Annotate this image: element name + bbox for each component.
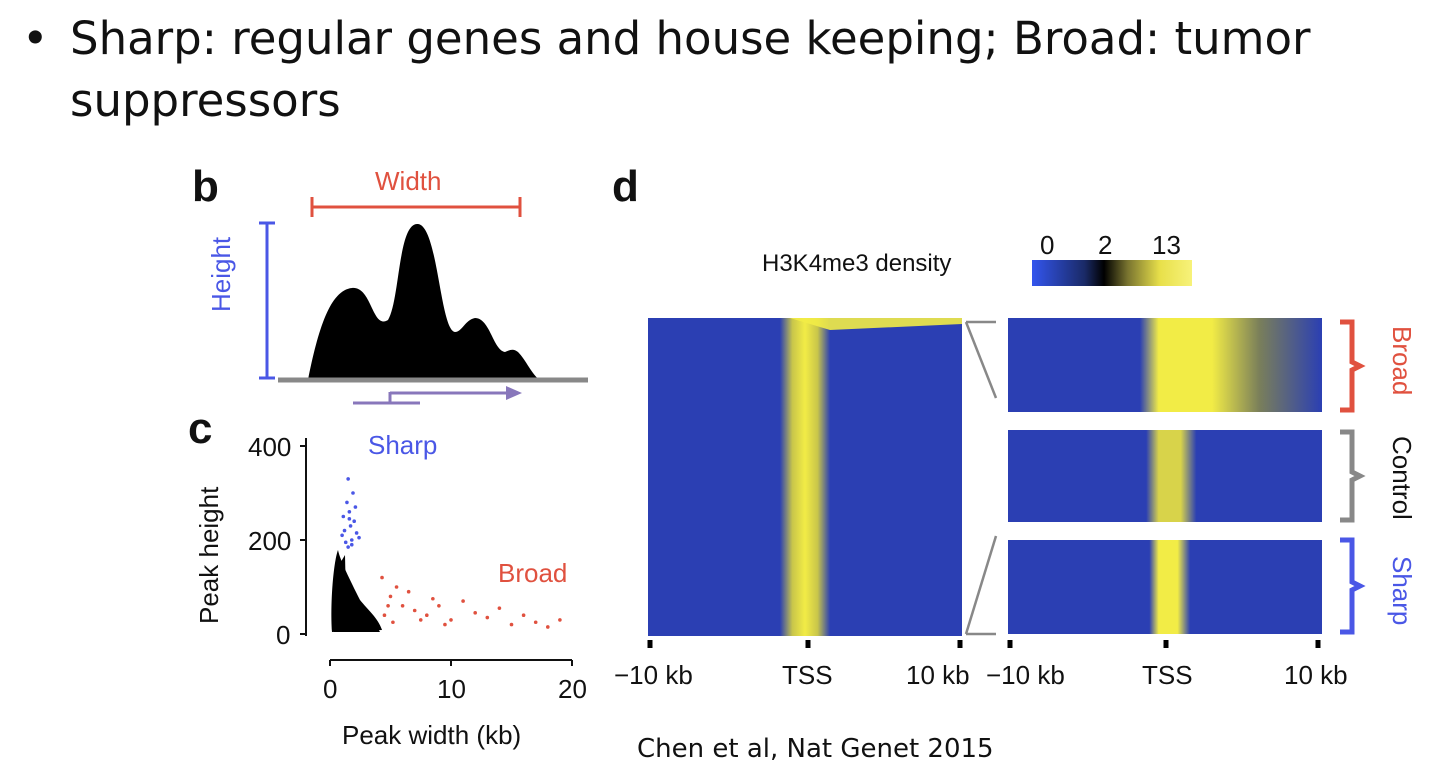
panel-c-letter: c <box>188 404 213 453</box>
scatter-points <box>340 477 562 629</box>
group-label-sharp: Sharp <box>1387 556 1417 626</box>
scatter-point-broad <box>509 622 514 627</box>
peak-shape <box>308 223 540 380</box>
y-tick-400: 400 <box>248 432 292 462</box>
broad-label: Broad <box>498 558 568 588</box>
scatter-point-broad <box>394 585 399 589</box>
scatter-point-broad <box>400 604 405 608</box>
scatter-point-sharp <box>353 505 358 509</box>
scatter-point-broad <box>461 599 465 603</box>
scatter-point-broad <box>546 625 550 629</box>
heatmap-broad <box>1008 318 1322 412</box>
scatter-point-broad <box>382 613 387 617</box>
scatter-point-sharp <box>347 510 352 514</box>
x-tick-0: 0 <box>323 674 338 704</box>
scatter-point-broad <box>380 575 384 580</box>
scatter-point-sharp <box>345 500 349 505</box>
colorbar-tick-2: 2 <box>1098 230 1113 260</box>
scatter-point-broad <box>418 618 423 622</box>
scatter-point-broad <box>391 620 395 625</box>
x-tick-10: 10 <box>437 674 466 704</box>
scatter-point-broad <box>437 604 441 608</box>
x-axis-label: Peak width (kb) <box>342 720 522 750</box>
width-label: Width <box>375 166 442 196</box>
scatter-point-sharp <box>349 542 354 547</box>
scatter-point-sharp <box>347 517 352 521</box>
right-xtick-minus10: −10 kb <box>986 660 1065 690</box>
scatter-point-broad <box>533 620 538 625</box>
scatter-point-broad <box>406 589 411 594</box>
scatter-point-sharp <box>349 538 354 542</box>
scatter-point-broad <box>473 611 478 615</box>
title-line-2: suppressors <box>70 74 341 127</box>
group-label-control: Control <box>1387 436 1417 520</box>
scatter-point-sharp <box>357 535 361 540</box>
right-xtick-tss: TSS <box>1142 660 1193 690</box>
colorbar-tick-13: 13 <box>1152 230 1181 260</box>
scatter-point-broad <box>425 613 429 617</box>
colorbar <box>1032 260 1192 286</box>
bullet-dot: • <box>22 12 49 65</box>
scatter-point-broad <box>431 596 435 601</box>
scatter-point-sharp <box>342 528 347 533</box>
scatter-point-broad <box>412 608 417 613</box>
sharp-label: Sharp <box>368 430 438 460</box>
zoom-connectors <box>964 320 998 636</box>
scatter-axes <box>300 438 573 666</box>
scatter-point-broad <box>449 618 453 622</box>
y-tick-0: 0 <box>276 620 291 650</box>
title-line-1: Sharp: regular genes and house keeping; … <box>70 12 1311 65</box>
scatter-point-sharp <box>351 491 355 495</box>
y-axis-label: Peak height <box>194 486 224 624</box>
panel-d-letter: d <box>612 162 639 211</box>
heatmap-sharp <box>1008 540 1322 634</box>
group-label-broad: Broad <box>1387 326 1417 396</box>
panel-b-letter: b <box>192 162 219 211</box>
scatter-point-broad <box>558 618 562 622</box>
scatter-point-sharp <box>341 514 346 519</box>
heatmap-control <box>1008 430 1322 522</box>
scatter-point-broad <box>485 615 490 620</box>
height-label: Height <box>206 236 236 312</box>
heatmap-broad-top <box>790 318 962 330</box>
gene-arrow <box>353 386 522 405</box>
scatter-point-sharp <box>343 540 348 545</box>
colorbar-title: H3K4me3 density <box>762 250 952 277</box>
left-xtick-minus10: −10 kb <box>614 660 693 690</box>
scatter-point-sharp <box>346 477 350 481</box>
scatter-point-broad <box>521 613 526 617</box>
scatter-point-broad <box>443 622 447 627</box>
bracket-sharp <box>1340 537 1366 635</box>
heatmap-all <box>648 318 962 636</box>
slide-title: Sharp: regular genes and house keeping; … <box>70 8 1400 132</box>
scatter-point-broad <box>386 604 390 608</box>
height-bracket <box>259 221 275 380</box>
right-xtick-10: 10 kb <box>1284 660 1348 690</box>
left-xtick-10: 10 kb <box>906 660 970 690</box>
scatter-point-sharp <box>340 533 344 538</box>
bracket-control <box>1340 429 1366 523</box>
bracket-broad <box>1340 319 1366 413</box>
citation: Chen et al, Nat Genet 2015 <box>637 734 994 764</box>
scatter-point-broad <box>497 606 502 610</box>
scatter-point-broad <box>388 594 393 599</box>
scatter-point-sharp <box>354 531 359 535</box>
width-bracket <box>310 197 522 217</box>
left-xtick-tss: TSS <box>782 660 833 690</box>
x-tick-20: 20 <box>558 674 587 704</box>
y-tick-200: 200 <box>248 526 292 556</box>
scatter-point-sharp <box>346 545 350 549</box>
colorbar-tick-0: 0 <box>1040 230 1055 260</box>
scatter-point-sharp <box>352 519 357 523</box>
scatter-dense-cluster-2 <box>334 555 380 632</box>
scatter-point-sharp <box>348 524 353 528</box>
